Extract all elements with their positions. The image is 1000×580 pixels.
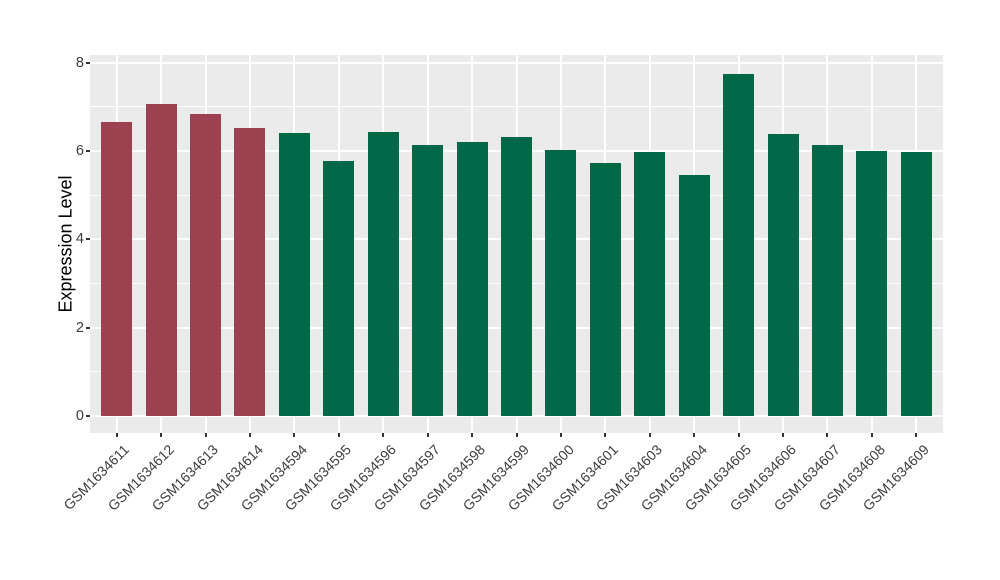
- bar-GSM1634603: [634, 152, 666, 416]
- bar-GSM1634612: [145, 103, 177, 416]
- x-tick-mark: [160, 433, 163, 437]
- y-tick-mark: [86, 415, 90, 417]
- y-tick-mark: [86, 150, 90, 153]
- bar-GSM1634598: [456, 142, 488, 416]
- y-tick-label: 6: [75, 142, 84, 159]
- x-tick-mark: [515, 433, 518, 437]
- y-tick-label: 2: [75, 319, 84, 336]
- x-tick-mark: [337, 433, 340, 437]
- plot-panel: [90, 55, 943, 433]
- bar-GSM1634605: [723, 74, 755, 416]
- y-tick-mark: [86, 61, 90, 64]
- x-tick-mark: [737, 433, 740, 437]
- bar-GSM1634597: [412, 144, 444, 416]
- bar-GSM1634595: [323, 160, 355, 416]
- x-tick-mark: [915, 433, 918, 437]
- bar-GSM1634601: [589, 163, 621, 416]
- bar-GSM1634599: [501, 136, 532, 416]
- x-tick-mark: [426, 433, 429, 437]
- bar-GSM1634596: [367, 132, 399, 416]
- bar-GSM1634613: [190, 114, 221, 416]
- y-axis-title: Expression Level: [55, 175, 76, 313]
- y-tick-mark: [86, 326, 90, 329]
- bar-GSM1634614: [234, 128, 266, 416]
- bar-GSM1634608: [856, 150, 888, 416]
- x-tick-mark: [870, 433, 873, 437]
- bar-GSM1634604: [678, 174, 710, 416]
- x-tick-mark: [826, 433, 829, 437]
- x-tick-mark: [648, 433, 651, 437]
- x-tick-mark: [382, 433, 385, 437]
- y-tick-label: 0: [75, 407, 84, 424]
- bar-GSM1634611: [101, 121, 133, 416]
- x-tick-mark: [693, 433, 696, 437]
- y-tick-mark: [86, 238, 90, 241]
- x-tick-mark: [782, 433, 785, 437]
- y-tick-label: 4: [75, 231, 84, 248]
- bar-GSM1634607: [811, 144, 843, 416]
- bar-GSM1634606: [767, 133, 799, 416]
- x-tick-mark: [559, 433, 562, 437]
- x-tick-mark: [471, 433, 474, 437]
- y-tick-label: 8: [75, 54, 84, 71]
- bar-GSM1634600: [545, 150, 577, 416]
- bar-GSM1634609: [900, 152, 932, 416]
- x-tick-mark: [204, 433, 207, 437]
- x-tick-mark: [248, 433, 251, 437]
- x-tick-mark: [604, 433, 607, 437]
- x-tick-mark: [293, 433, 296, 437]
- bar-GSM1634594: [278, 133, 310, 416]
- x-tick-mark: [115, 433, 118, 437]
